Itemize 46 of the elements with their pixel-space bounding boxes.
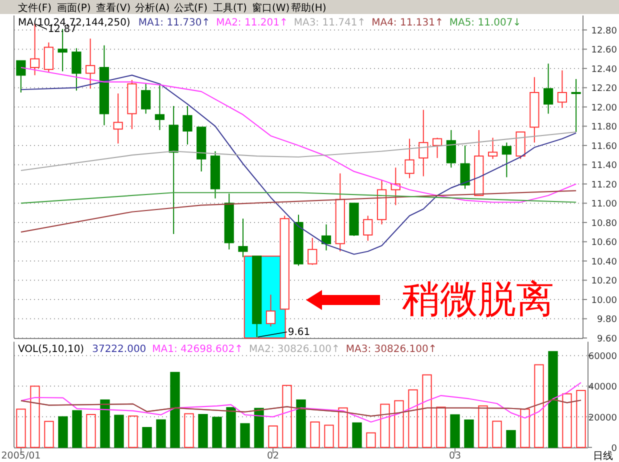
text: 查看(V) [96,2,131,14]
text: 画面(P) [57,3,91,14]
annotation: 稍微脱离 [402,277,554,321]
y-tick-label: 11.80 [591,122,618,133]
y-tick-label: 11.60 [591,142,618,152]
text: 工具(T) [213,3,248,14]
x-tick-label: 02 [266,450,280,462]
y-tick-label: 11.20 [591,180,618,190]
text: MA1: 42698.602↑ [152,344,244,355]
y-tick-label: 60000 [588,352,618,362]
text: MA5: 11.007↓ [449,18,522,28]
y-tick-label: 12.20 [591,84,618,94]
y-tick-label: 12.60 [591,46,618,56]
text: MA1: 11.730↑ [138,18,210,28]
y-tick-label: 40000 [588,382,618,393]
y-tick-label: 11.40 [591,161,618,172]
text: 公式(F) [174,2,208,14]
x-tick-label: 03 [448,450,462,462]
y-tick-label: 12.00 [591,103,618,114]
text: 分析(A) [135,2,170,14]
y-tick-label: 10.20 [591,276,618,287]
y-tick-label: 0 [611,444,618,454]
annotation: 12.87 [48,24,76,36]
y-tick-label: 10.40 [591,257,618,268]
text: MA4: 11.131↑ [372,18,444,28]
text: MA2: 11.201↑ [216,18,288,28]
x-tick-label: 2005/01 [1,450,41,462]
annotation: 37222.000 [92,344,146,355]
text: 帮助(H) [291,2,326,14]
y-tick-label: 20000 [588,413,618,424]
y-tick-label: 12.40 [591,64,618,75]
text: MA2: 30826.100↑ [249,344,340,355]
text: MA3: 11.741↑ [294,18,366,28]
y-tick-label: 10.00 [591,296,618,306]
y-tick-label: 10.60 [591,238,618,248]
y-tick-label: 9.60 [596,334,618,344]
text: 日线 [593,450,613,462]
text: MA3: 30826.100↑ [346,344,437,355]
annotation: 9.61 [288,327,310,338]
y-tick-label: 10.80 [591,218,618,229]
text: 文件(F) [18,2,52,14]
y-tick-label: 9.80 [596,315,618,326]
chart-title: VOL(5,10,10) [18,344,84,355]
y-tick-label: 11.00 [591,200,618,210]
text: 窗口(W) [252,2,290,14]
y-tick-label: 12.80 [591,26,618,36]
